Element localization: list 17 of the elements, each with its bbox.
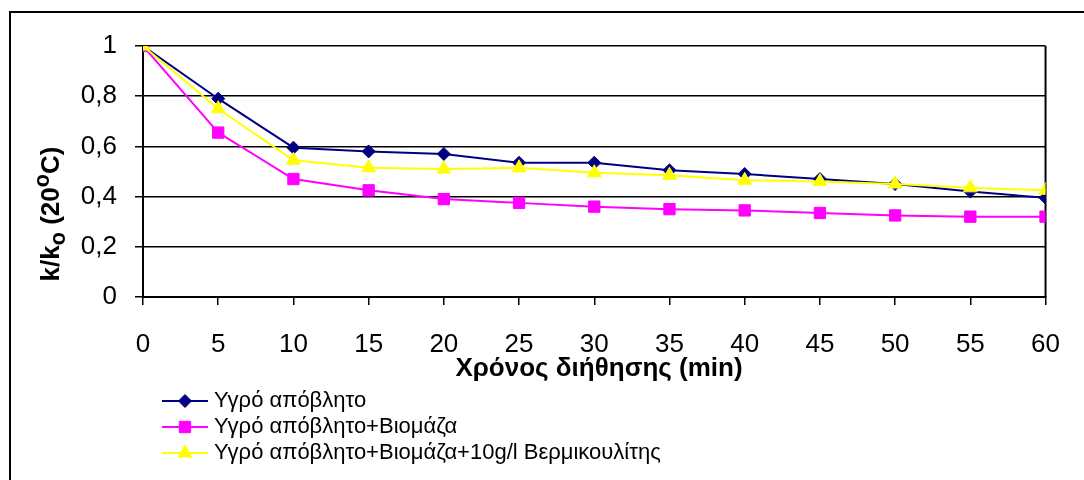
y-tick-label: 0,8: [80, 79, 117, 110]
legend-label: Υγρό απόβλητο: [214, 387, 367, 413]
x-tick-label: 5: [210, 327, 226, 358]
x-tick-label: 60: [1031, 327, 1060, 358]
legend-label: Υγρό απόβλητο+Βιομάζα+10g/l Βερμικουλίτης: [214, 439, 661, 465]
y-tick-label: 0,2: [80, 229, 117, 260]
legend-label: Υγρό απόβλητο+Βιομάζα: [214, 413, 458, 439]
x-tick-label: 15: [354, 327, 384, 358]
y-tick-label: 1: [102, 29, 117, 60]
x-tick-label: 55: [955, 327, 985, 358]
y-tick-label: 0,6: [80, 129, 117, 160]
y-tick-label: 0: [102, 280, 117, 311]
x-tick-label: 50: [880, 327, 910, 358]
x-tick-label: 0: [135, 327, 151, 358]
x-tick-label: 45: [805, 327, 835, 358]
x-tick-label: 10: [278, 327, 308, 358]
y-tick-label: 0,4: [80, 179, 117, 210]
